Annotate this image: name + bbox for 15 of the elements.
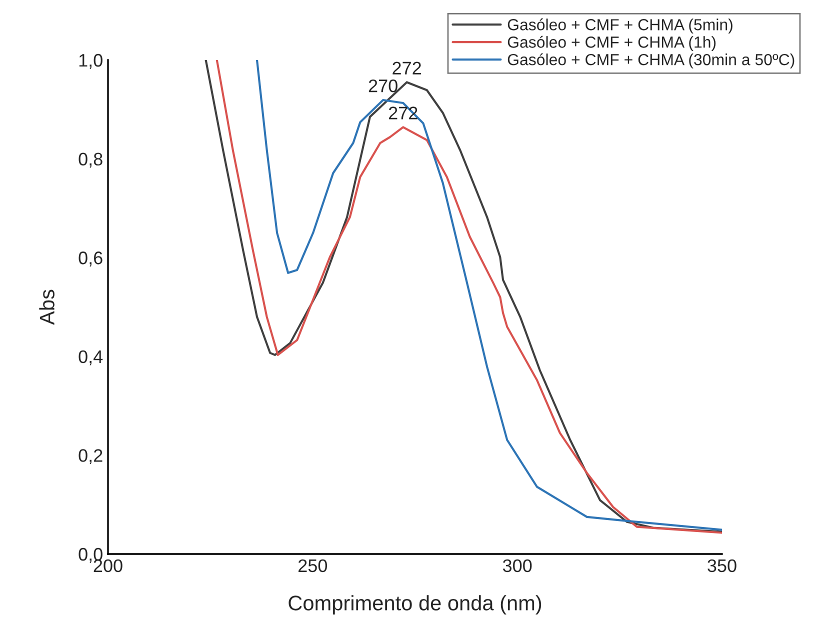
legend-label: Gasóleo + CMF + CHMA (5min) [508,18,732,34]
annotation: 272 [392,62,421,74]
legend-label: Gasóleo + CMF + CHMA (1h) [508,36,716,51]
annotation: 270 [368,79,398,92]
x-axis-title: Comprimento de onda (nm) [288,595,542,615]
y-tick-label: 0,8 [78,152,102,168]
y-tick-label: 1,0 [79,54,102,69]
y-tick-label: 0,2 [78,449,102,464]
x-tick-label: 250 [298,559,328,572]
legend-label: Gasóleo + CMF + CHMA (30min a 50ºC) [508,53,794,68]
x-tick-label: 300 [502,559,532,572]
y-axis-title: Abs [39,290,54,325]
x-tick-label: 350 [708,559,736,572]
y-tick-label: 0,6 [78,252,102,266]
y-tick-label: 0,4 [78,350,103,366]
